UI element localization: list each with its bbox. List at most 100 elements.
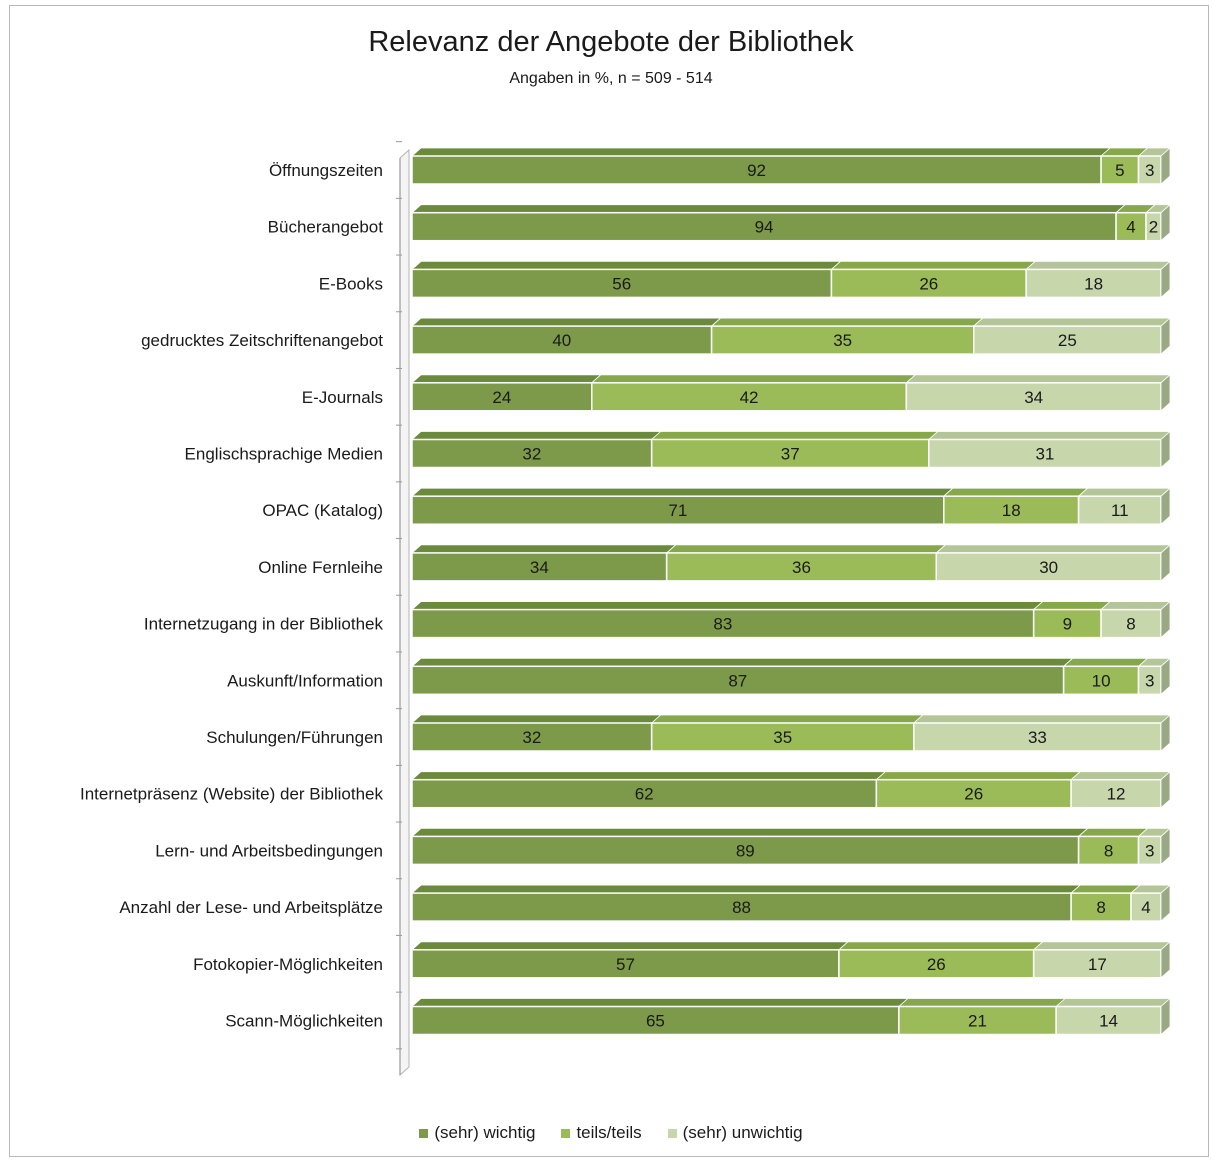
bar-segment	[1077, 835, 1140, 866]
axis-wall	[399, 148, 410, 1077]
bar-side-face	[1160, 997, 1171, 1036]
bar-top-face	[410, 260, 842, 270]
chart-legend: (sehr) wichtig teils/teils (sehr) unwich…	[0, 1123, 1213, 1143]
data-label: 3	[1145, 841, 1154, 860]
bar-segment	[411, 438, 653, 469]
bar-top-face	[410, 828, 1089, 837]
bar-top-face	[410, 544, 677, 554]
data-label: 32	[522, 728, 541, 747]
bar-top-face	[837, 941, 1044, 951]
bar-segment	[411, 325, 713, 355]
bar-segment	[411, 211, 1117, 242]
category-label: Fotokopier-Möglichkeiten	[193, 955, 383, 974]
bar-top-face	[942, 487, 1089, 497]
data-label: 56	[612, 274, 631, 293]
legend-item-unwichtig: (sehr) unwichtig	[667, 1123, 803, 1143]
category-label: Bücherangebot	[268, 218, 384, 237]
bar-top-face	[410, 374, 602, 384]
bar-top-face	[897, 998, 1067, 1007]
bar-top-face	[410, 941, 849, 951]
data-label: 42	[740, 388, 759, 407]
bar-side-face	[1160, 317, 1171, 355]
chart-title: Relevanz der Angebote der Bibliothek	[368, 26, 854, 58]
bar-side-face	[1160, 600, 1171, 639]
bar-segment	[411, 495, 945, 525]
data-label: 34	[1024, 388, 1043, 407]
bar-top-face	[590, 374, 917, 384]
bar-segment	[838, 949, 1035, 979]
bar-top-face	[1100, 601, 1172, 610]
data-label: 89	[736, 841, 755, 860]
bar-segment	[905, 382, 1162, 412]
data-label: 87	[728, 671, 747, 690]
data-label: 3	[1145, 671, 1154, 690]
category-label: Internetpräsenz (Website) der Bibliothek	[80, 785, 384, 804]
bar-top-face	[650, 431, 939, 440]
bar-segment	[591, 382, 908, 412]
bar-side-face	[1160, 657, 1171, 696]
bar-top-face	[410, 317, 722, 327]
bar-top-face	[935, 544, 1172, 554]
bar-top-face	[927, 431, 1172, 440]
bar-top-face	[650, 714, 924, 724]
bar-side-face	[1160, 430, 1171, 469]
category-label: Anzahl der Lese- und Arbeitsplätze	[119, 898, 383, 917]
bar-top-face	[1077, 828, 1149, 837]
bar-top-face	[1032, 941, 1172, 951]
bar-top-face	[1077, 487, 1172, 497]
bar-segment	[973, 325, 1162, 355]
data-label: 30	[1039, 558, 1058, 577]
bar-top-face	[410, 998, 909, 1007]
category-label: Schulungen/Führungen	[206, 728, 383, 747]
data-label: 32	[522, 445, 541, 464]
bar-segment	[650, 722, 915, 752]
bar-segment	[710, 325, 975, 355]
legend-swatch-unwichtig	[667, 1128, 677, 1138]
data-label: 57	[616, 955, 635, 974]
legend-item-wichtig: (sehr) wichtig	[419, 1123, 535, 1143]
category-label: E-Journals	[302, 388, 383, 407]
bar-segment	[411, 778, 878, 809]
legend-label-teils: teils/teils	[576, 1123, 642, 1142]
bar-segment	[1070, 892, 1132, 922]
bar-segment	[411, 665, 1065, 696]
data-label: 10	[1092, 671, 1111, 690]
chart-subtitle: Angaben in %, n = 509 - 514	[509, 70, 713, 87]
bar-top-face	[830, 260, 1037, 270]
data-label: 2	[1149, 218, 1158, 237]
data-label: 62	[635, 785, 654, 804]
bar-side-face	[1160, 203, 1171, 242]
data-label: 4	[1126, 218, 1135, 237]
bar-top-face	[410, 204, 1127, 214]
bar-segment	[943, 495, 1080, 525]
bar-top-face	[1032, 601, 1112, 610]
bar-segment	[665, 552, 938, 582]
bar-segment	[411, 892, 1072, 922]
bar-top-face	[875, 771, 1082, 781]
data-label: 94	[755, 218, 774, 237]
bar-top-face	[1070, 771, 1172, 781]
data-label: 11	[1111, 501, 1129, 520]
data-label: 17	[1088, 955, 1107, 974]
bar-top-face	[410, 601, 1044, 610]
category-label: Öffnungszeiten	[269, 161, 383, 180]
legend-swatch-teils	[561, 1128, 571, 1138]
data-label: 83	[713, 615, 732, 634]
bar-side-face	[1160, 260, 1171, 299]
data-label: 8	[1096, 898, 1105, 917]
bar-segment	[1062, 665, 1140, 696]
bar-top-face	[410, 487, 954, 497]
bar-top-face	[410, 771, 887, 781]
data-label: 92	[747, 161, 766, 180]
data-label: 18	[1002, 501, 1021, 520]
bar-side-face	[1160, 770, 1171, 809]
bar-segment	[411, 949, 840, 979]
bar-segment	[411, 155, 1102, 185]
bar-side-face	[1160, 884, 1171, 922]
data-label: 31	[1035, 445, 1054, 464]
data-label: 21	[968, 1012, 987, 1031]
bar-side-face	[1160, 487, 1171, 526]
bar-segment	[1055, 1005, 1162, 1036]
bar-top-face	[1055, 998, 1172, 1007]
